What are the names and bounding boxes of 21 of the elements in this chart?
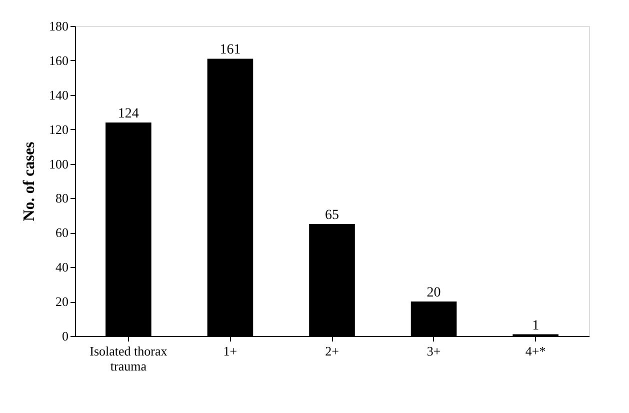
y-tick-label: 120 <box>49 122 68 137</box>
y-tick-label: 100 <box>49 156 68 172</box>
y-axis-title: No. of cases <box>21 142 38 222</box>
data-label: 65 <box>325 208 339 224</box>
y-tick-label: 160 <box>49 52 68 68</box>
y-tick-label: 20 <box>56 294 68 310</box>
y-tick-label: 0 <box>62 328 68 344</box>
x-tick-label: Isolated thorax trauma <box>90 344 168 374</box>
y-tick-label: 80 <box>56 190 68 206</box>
y-tick-label: 60 <box>56 225 68 240</box>
x-tick-label: 1+ <box>223 344 238 358</box>
data-label: 161 <box>220 42 241 58</box>
y-tick-label: 180 <box>49 18 68 34</box>
y-tick-label: 40 <box>56 260 68 275</box>
y-tick-label: 140 <box>49 87 68 102</box>
x-tick-label: 2+ <box>325 344 339 358</box>
data-label: 124 <box>118 106 139 122</box>
data-label: 1 <box>532 318 540 334</box>
data-label: 20 <box>426 286 441 301</box>
x-tick-label: 3+ <box>426 344 441 358</box>
x-tick-label: 4+* <box>525 344 546 358</box>
